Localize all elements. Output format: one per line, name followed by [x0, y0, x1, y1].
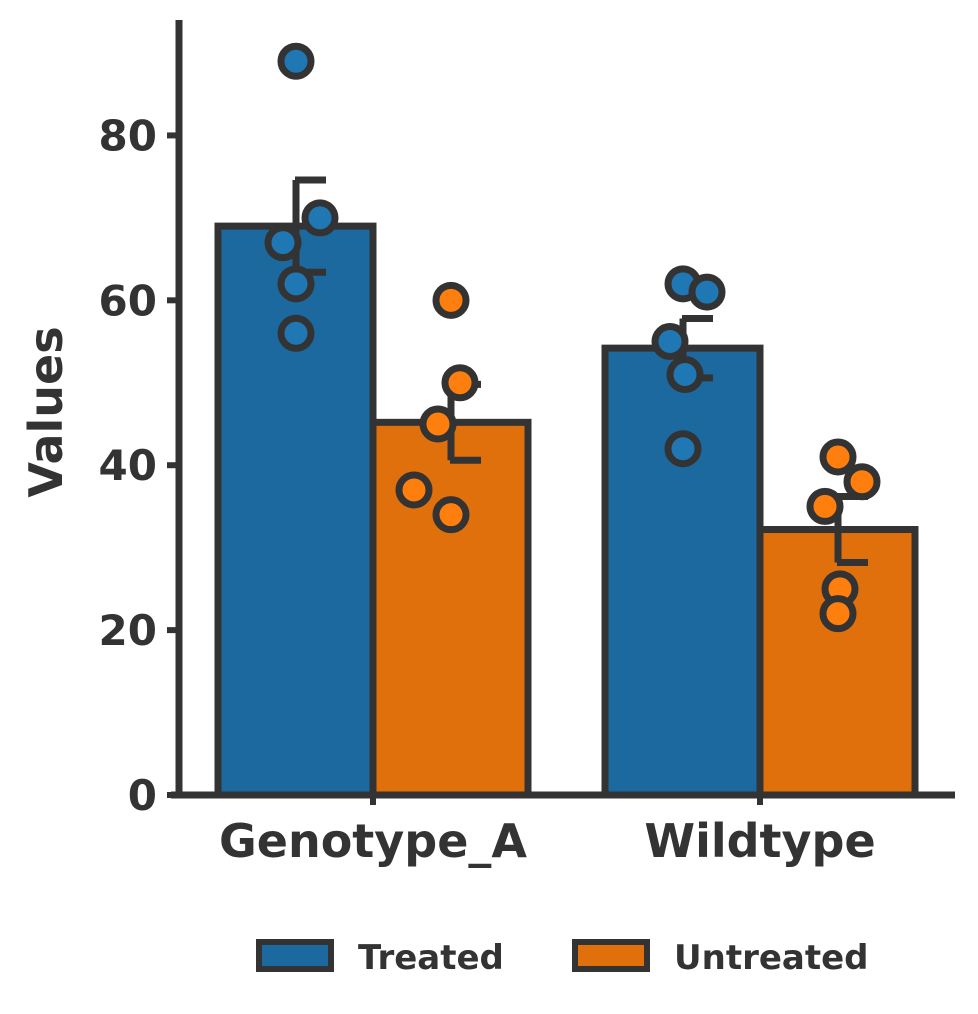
legend-item-untreated[interactable]: Untreated	[572, 938, 869, 978]
data-point	[664, 430, 702, 468]
legend-swatch	[256, 939, 334, 972]
legend[interactable]: Treated Untreated	[256, 938, 869, 978]
data-point	[819, 595, 857, 633]
y-tick-label: 40	[99, 441, 157, 490]
y-tick-label: 80	[99, 111, 157, 160]
data-point	[277, 314, 315, 352]
bar-treated-wildtype	[601, 344, 764, 799]
legend-swatch	[572, 939, 650, 972]
ticks-layer: 0 20 40 60 80 Genotype_A Wildtype	[99, 111, 876, 868]
x-tick-label-wildtype: Wildtype	[644, 814, 875, 868]
bar-untreated-wildtype	[756, 526, 919, 799]
y-axis-title: Values	[19, 326, 73, 497]
data-point	[277, 265, 315, 303]
data-point	[301, 199, 339, 237]
legend-item-treated[interactable]: Treated	[256, 938, 504, 978]
data-point	[843, 463, 881, 501]
y-tick-label: 0	[128, 771, 157, 820]
data-point	[432, 496, 470, 534]
data-point	[666, 356, 704, 394]
data-point	[264, 224, 302, 262]
data-point	[441, 364, 479, 402]
data-point	[432, 281, 470, 319]
y-tick-label: 60	[99, 276, 157, 325]
data-point	[819, 438, 857, 476]
bar-treated-genotype_a	[214, 222, 377, 799]
data-point	[419, 405, 457, 443]
y-tick-label: 20	[99, 606, 157, 655]
x-tick-label-genotype_a: Genotype_A	[219, 814, 527, 868]
data-point	[651, 323, 689, 361]
data-point	[806, 487, 844, 525]
data-point	[688, 273, 726, 311]
data-point	[277, 42, 315, 80]
points-layer	[264, 42, 881, 633]
legend-label: Treated	[358, 938, 504, 978]
data-point	[395, 471, 433, 509]
axes-layer	[171, 20, 955, 799]
bar-untreated-genotype_a	[369, 418, 532, 799]
legend-label: Untreated	[674, 938, 869, 978]
